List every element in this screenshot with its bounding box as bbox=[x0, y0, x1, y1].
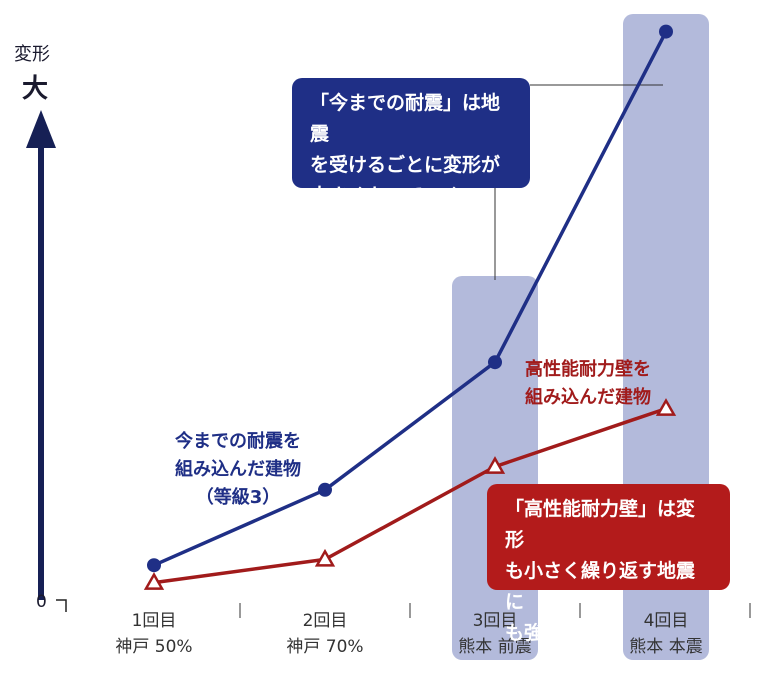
x-tick-label: 4回目 bbox=[644, 611, 689, 631]
conventional-callout-line: 大きくなっていく bbox=[310, 185, 462, 207]
x-tick-sublabel: 熊本 本震 bbox=[629, 637, 702, 657]
high-performance-callout-line: 「高性能耐力壁」は変形 bbox=[505, 498, 696, 551]
conventional-label-line: 組み込んだ建物 bbox=[175, 459, 301, 480]
x-tick-label: 2回目 bbox=[303, 611, 348, 631]
y-axis-title: 変形 bbox=[14, 44, 50, 65]
conventional-point bbox=[318, 482, 332, 497]
conventional-point bbox=[488, 355, 502, 370]
high_performance-point bbox=[143, 572, 165, 590]
high-performance-label-line: 高性能耐力壁を bbox=[525, 359, 651, 380]
high-performance-series-label: 高性能耐力壁を 組み込んだ建物 bbox=[478, 356, 698, 412]
conventional-callout-line: 「今までの耐震」は地震 bbox=[310, 92, 501, 145]
conventional-label-line: （等級3） bbox=[195, 487, 281, 508]
x-tick-label: 3回目 bbox=[473, 611, 518, 631]
x-tick-sublabel: 神戸 70% bbox=[286, 637, 363, 657]
y-axis-top-label: 大 bbox=[22, 74, 49, 104]
x-tick-sublabel: 神戸 50% bbox=[115, 637, 192, 657]
zero-tick bbox=[56, 599, 67, 612]
high-performance-callout: 「高性能耐力壁」は変形 も小さく繰り返す地震に も強い bbox=[487, 484, 730, 644]
x-tick-label: 1回目 bbox=[132, 611, 177, 631]
conventional-series-line bbox=[153, 30, 668, 567]
conventional-point bbox=[147, 558, 161, 573]
conventional-series-label: 今までの耐震を 組み込んだ建物 （等級3） bbox=[118, 428, 358, 512]
x-tick-sublabel: 熊本 前震 bbox=[458, 637, 531, 657]
high-performance-callout-line: も小さく繰り返す地震に bbox=[505, 560, 696, 613]
conventional-label-line: 今までの耐震を bbox=[175, 431, 301, 452]
high_performance-series-line bbox=[153, 406, 667, 585]
conventional-point bbox=[659, 24, 673, 39]
high_performance-point bbox=[484, 456, 506, 474]
conventional-callout: 「今までの耐震」は地震 を受けるごとに変形が 大きくなっていく bbox=[292, 78, 530, 207]
high_performance-point bbox=[314, 548, 336, 567]
y-axis-zero-label: 0 bbox=[36, 592, 47, 612]
high-performance-callout-line: も強い bbox=[505, 622, 563, 644]
high-performance-label-line: 組み込んだ建物 bbox=[525, 387, 651, 408]
y-axis-arrowhead bbox=[26, 110, 56, 148]
conventional-callout-line: を受けるごとに変形が bbox=[310, 154, 501, 176]
high_performance-point bbox=[655, 398, 677, 416]
